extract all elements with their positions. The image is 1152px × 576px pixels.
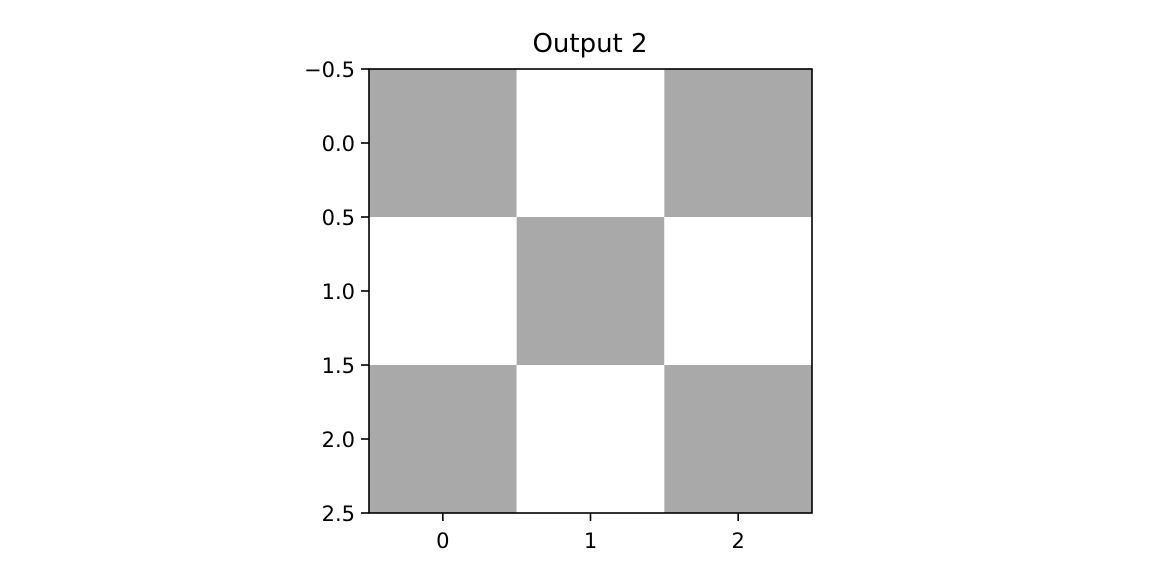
y-tick-label: 1.0 bbox=[322, 280, 355, 304]
y-tick-label: −0.5 bbox=[304, 58, 355, 82]
heatmap-cell-r0-c2 bbox=[664, 69, 812, 217]
x-tick-label: 1 bbox=[584, 529, 597, 553]
heatmap-cell-r1-c1 bbox=[516, 217, 665, 365]
heatmap-cell-r0-c1 bbox=[516, 69, 665, 217]
chart-title: Output 2 bbox=[532, 29, 647, 59]
heatmap-cell-r2-c2 bbox=[664, 365, 812, 513]
heatmap-cell-r2-c1 bbox=[516, 365, 665, 513]
y-tick-label: 1.5 bbox=[322, 354, 355, 378]
heatmap-cell-r1-c2 bbox=[664, 217, 812, 365]
heatmap-cells bbox=[369, 69, 812, 513]
y-tick-label: 2.0 bbox=[322, 428, 355, 452]
plot-frame bbox=[368, 68, 813, 514]
y-tick-label: 2.5 bbox=[322, 502, 355, 526]
y-tick-label: 0.0 bbox=[322, 132, 355, 156]
heatmap-cell-r0-c0 bbox=[369, 69, 517, 217]
x-tick-label: 0 bbox=[436, 529, 449, 553]
heatmap-cell-r1-c0 bbox=[369, 217, 517, 365]
heatmap-cell-r2-c0 bbox=[369, 365, 517, 513]
y-axis: −0.5 0.0 0.5 1.0 1.5 2.0 2.5 bbox=[304, 58, 369, 526]
y-tick-label: 0.5 bbox=[322, 206, 355, 230]
x-axis: 0 1 2 bbox=[436, 513, 745, 553]
x-tick-label: 2 bbox=[731, 529, 744, 553]
